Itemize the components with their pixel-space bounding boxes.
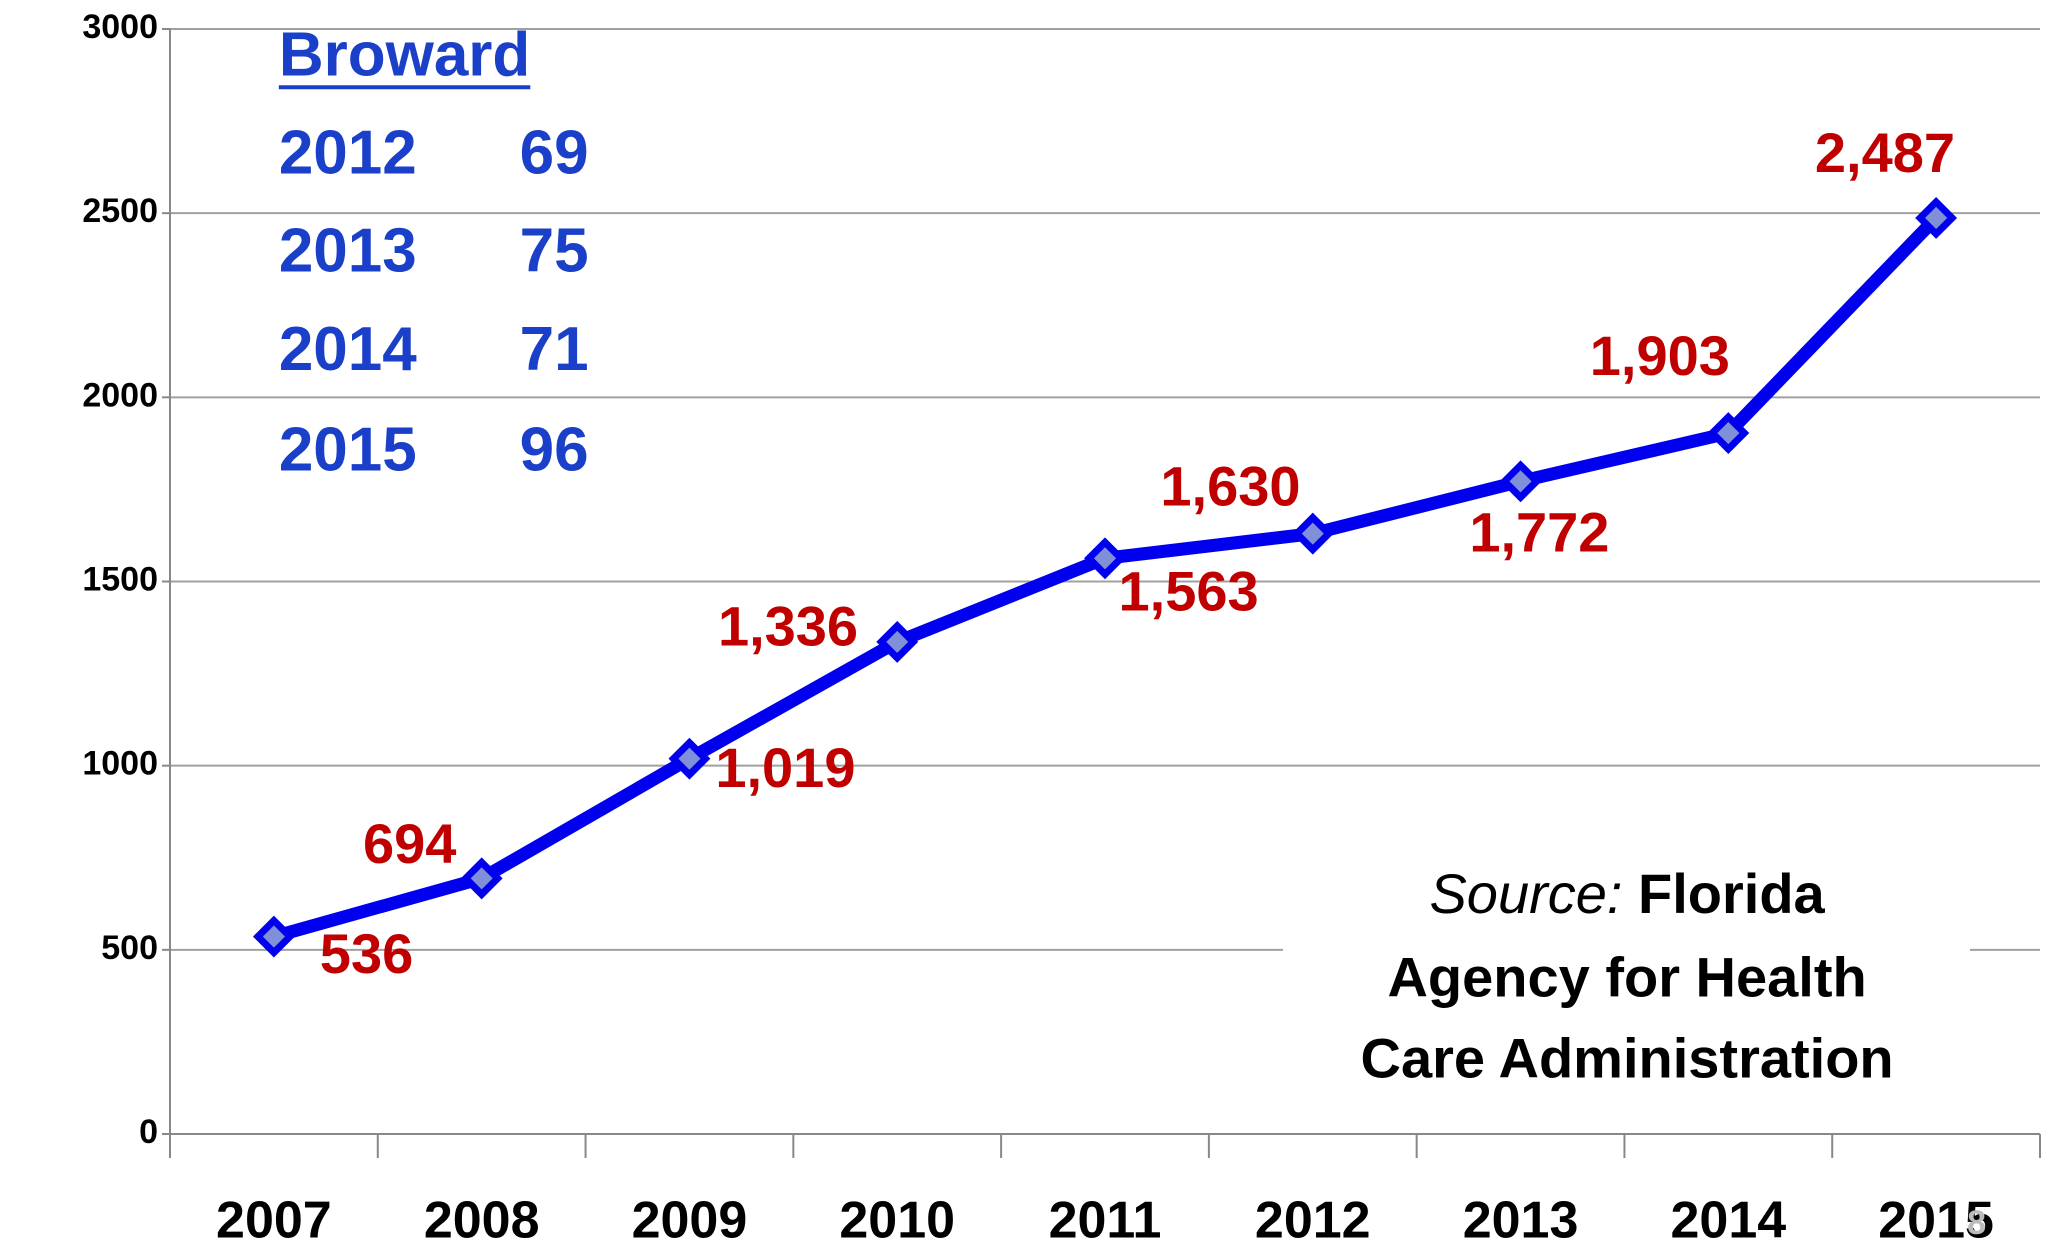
source-label: Source: (1429, 862, 1622, 925)
data-label: 694 (363, 812, 456, 875)
marker (1915, 197, 1958, 239)
data-label: 2,487 (1815, 121, 1955, 184)
marker (1499, 460, 1542, 503)
marker (1707, 412, 1750, 455)
source-line: Source: Florida (1429, 862, 1825, 925)
x-tick-label: 2007 (216, 1192, 332, 1250)
y-tick-label: 0 (139, 1113, 158, 1151)
x-tick-label: 2012 (1255, 1192, 1371, 1250)
source-line: Care Administration (1361, 1027, 1894, 1090)
marker (1084, 537, 1126, 580)
inset-year: 2013 (279, 217, 417, 286)
y-tick-label: 1000 (82, 745, 158, 783)
data-label: 1,772 (1469, 500, 1609, 563)
inset-year: 2012 (279, 118, 417, 187)
x-tick-label: 2008 (424, 1192, 540, 1250)
inset-value: 71 (520, 315, 589, 384)
inset-value: 75 (520, 217, 589, 286)
inset-year: 2014 (279, 315, 417, 384)
data-label: 1,019 (715, 736, 855, 799)
data-label: 1,563 (1119, 559, 1259, 622)
inset-title: Broward (279, 20, 530, 89)
y-tick-label: 3000 (82, 8, 158, 46)
source-line: Agency for Health (1387, 946, 1866, 1009)
data-label: 1,630 (1160, 455, 1300, 518)
source-text: Florida (1638, 862, 1826, 925)
marker (1291, 512, 1334, 555)
y-tick-label: 500 (101, 929, 158, 967)
x-tick-label: 2011 (1049, 1192, 1162, 1250)
data-label: 1,336 (718, 595, 858, 658)
x-tick-label: 2015 (1878, 1192, 1994, 1250)
inset-value: 96 (520, 416, 589, 485)
marker (876, 620, 919, 663)
x-tick-label: 2014 (1670, 1192, 1786, 1250)
marker (252, 915, 295, 958)
page-number: 8 (1967, 1204, 1986, 1242)
marker (460, 857, 503, 900)
y-tick-label: 2500 (82, 192, 158, 230)
y-tick-label: 2000 (82, 376, 158, 414)
inset-value: 69 (520, 118, 589, 187)
source-background (1283, 851, 1970, 1100)
marker (668, 737, 711, 780)
inset-year: 2015 (279, 416, 417, 485)
x-tick-label: 2013 (1463, 1192, 1579, 1250)
y-tick-label: 1500 (82, 560, 158, 598)
data-label: 1,903 (1590, 324, 1730, 387)
x-tick-label: 2009 (632, 1192, 748, 1250)
data-label: 536 (320, 922, 413, 985)
x-tick-label: 2010 (839, 1192, 955, 1250)
